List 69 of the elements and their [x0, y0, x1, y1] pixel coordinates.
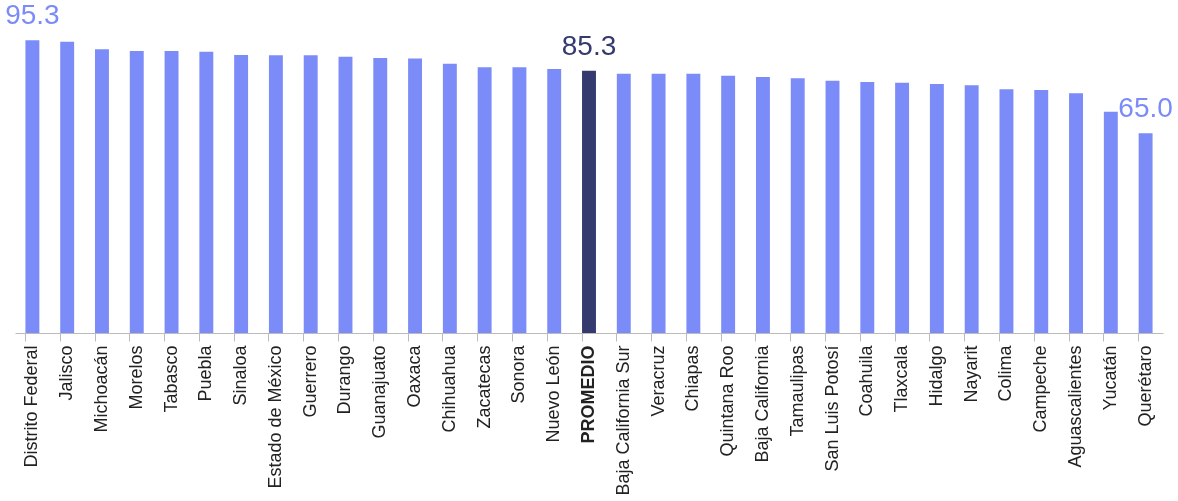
x-tick-label: Yucatán [1099, 345, 1120, 411]
x-tick-label: Guerrero [299, 345, 320, 418]
x-tick-label: Veracruz [647, 345, 668, 417]
bar [895, 82, 910, 333]
x-tick-label: Sinaloa [230, 344, 251, 406]
bar [512, 67, 527, 333]
bar [234, 54, 249, 333]
bar [686, 73, 701, 333]
bar [303, 55, 318, 333]
bar [547, 69, 562, 333]
bar [999, 89, 1014, 333]
bar [338, 56, 353, 333]
bar [477, 67, 492, 333]
data-label: 85.3 [561, 29, 617, 61]
x-tick-label: Guanajuato [369, 345, 390, 439]
bar [651, 73, 666, 333]
bar [790, 78, 805, 333]
x-tick-label: Hidalgo [925, 345, 946, 407]
x-tick-label: Estado de México [264, 345, 285, 489]
x-tick-label: Jalisco [56, 345, 77, 401]
bar [25, 40, 40, 333]
bar [129, 50, 144, 333]
x-tick-label: Nuevo León [543, 345, 564, 443]
x-tick-label: Campeche [1030, 345, 1051, 433]
x-tick-label: Chiapas [682, 345, 703, 412]
bar [199, 51, 214, 333]
bar [442, 63, 457, 333]
bar [373, 57, 388, 333]
x-tick-label: Morelos [125, 345, 146, 410]
x-tick-label: Baja California [751, 344, 772, 463]
bar [268, 55, 283, 333]
x-tick-label: Colima [995, 344, 1016, 402]
bar [1138, 133, 1153, 333]
bar [164, 50, 179, 333]
x-tick-label: Zacatecas [473, 345, 494, 429]
x-tick-label: PROMEDIO [578, 345, 598, 444]
x-tick-label: Aguascalientes [1065, 345, 1086, 468]
x-tick-label: Sonora [508, 344, 529, 404]
bar [1034, 89, 1049, 333]
x-tick-label: Michoacán [90, 345, 111, 433]
x-tick-label: Tlaxcala [891, 344, 912, 413]
x-tick-label: Durango [334, 345, 355, 415]
bar [860, 81, 875, 333]
bar [1103, 111, 1118, 333]
data-label: 65.0 [1118, 92, 1173, 124]
bar [721, 75, 736, 333]
x-tick-label: Nayarit [960, 345, 981, 403]
x-tick-label: Querétaro [1134, 345, 1155, 427]
bar [1069, 93, 1083, 333]
x-tick-label: Baja California Sur [612, 345, 633, 496]
bar [964, 85, 979, 333]
x-tick-label: Oaxaca [404, 344, 425, 408]
bar [616, 73, 631, 333]
x-tick-label: Tamaulipas [786, 345, 807, 437]
x-tick-label: Tabasco [160, 345, 181, 413]
x-tick-label: Chihuahua [438, 344, 459, 433]
x-tick-label: San Luis Potosí [821, 345, 842, 472]
bar [755, 77, 770, 333]
x-tick-label: Distrito Federal [21, 345, 42, 468]
x-tick-label: Quintana Roo [717, 345, 738, 457]
bar [929, 84, 944, 333]
x-tick-label: Coahuila [856, 344, 877, 417]
bar [95, 49, 109, 333]
bar [60, 41, 75, 333]
x-tick-label: Puebla [195, 344, 216, 402]
bar [825, 80, 840, 333]
data-label: 95.3 [5, 0, 60, 31]
bar [408, 58, 423, 333]
bar [582, 70, 596, 333]
